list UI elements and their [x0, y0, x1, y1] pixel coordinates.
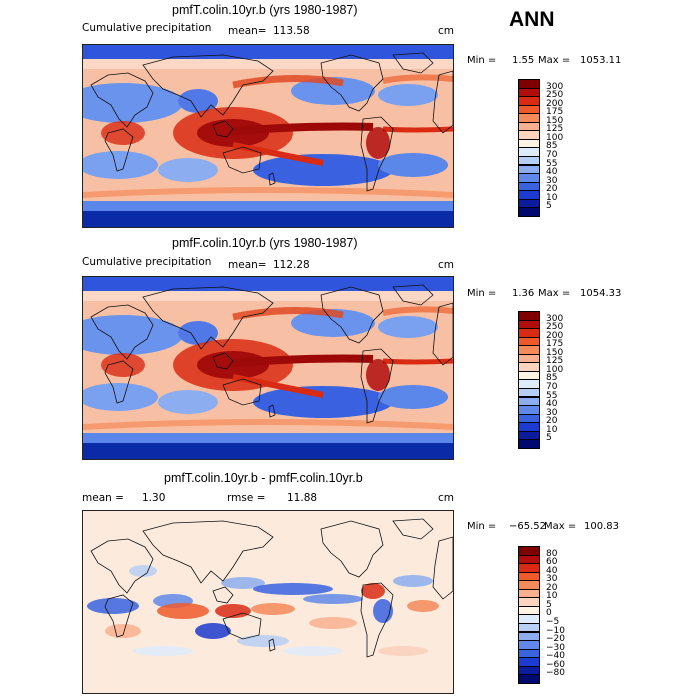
season-label: ANN [509, 8, 555, 31]
diff-colorbar-tick-label: −20 [546, 634, 565, 645]
precip-colorbar-tick-label: 250 [546, 90, 564, 101]
diff-colorbar-tick-label: −30 [546, 642, 565, 653]
diff-colorbar-tick-label: 20 [546, 582, 558, 593]
panel2-max-value: 1054.33 [580, 288, 622, 299]
precip-colorbar-tick-label: 150 [546, 115, 564, 126]
precip-colorbar-tick-label: 55 [546, 390, 558, 401]
panel2-units: cm [438, 259, 455, 271]
precip-colorbar-tick-label: 5 [546, 433, 552, 444]
panel3-max-label: Max = [544, 521, 577, 532]
panel2-subtitle: Cumulative precipitation [82, 256, 212, 268]
panel3-max-value: 100.83 [584, 521, 619, 532]
panel2-title: pmfF.colin.10yr.b (yrs 1980-1987) [172, 236, 358, 250]
precip-colorbar-tick-label: 10 [546, 424, 558, 435]
map-field [83, 511, 453, 693]
panel2-map [82, 276, 454, 460]
diff-colorbar-tick-label: 0 [546, 608, 552, 619]
diff-colorbar-tick-label: 80 [546, 548, 558, 559]
precip-colorbar-tick-label: 85 [546, 373, 558, 384]
panel1-mean-label: mean= [228, 25, 267, 37]
panel1-max-value: 1053.11 [580, 55, 622, 66]
panel1-min-label: Min = [467, 55, 497, 66]
precip-colorbar-tick-label: 55 [546, 158, 558, 169]
panel3-map [82, 510, 454, 694]
panel2-max-label: Max = [538, 288, 571, 299]
precip-colorbar-tick-label: 10 [546, 192, 558, 203]
precip-colorbar-box [518, 207, 540, 217]
panel3-rmse-value: 11.88 [287, 492, 318, 504]
coastlines [90, 518, 453, 658]
precip-colorbar-box [518, 439, 540, 449]
precip-colorbar-tick-label: 175 [546, 339, 564, 350]
panel1-colorbar: 300 250 200 175 150 125 100 85 70 55 40 30 20 10 5 [518, 79, 563, 217]
precip-colorbar-tick-label: 125 [546, 356, 564, 367]
precip-colorbar-tick-label: 175 [546, 107, 564, 118]
precip-colorbar-tick-label: 125 [546, 124, 564, 135]
coastlines [90, 284, 453, 424]
panel1-title: pmfT.colin.10yr.b (yrs 1980-1987) [172, 3, 358, 17]
panel3-rmse-label: rmse = [227, 492, 266, 504]
diff-colorbar-tick-label: −10 [546, 625, 565, 636]
diff-colorbar-tick-label: 10 [546, 591, 558, 602]
diff-colorbar-tick-label: −80 [546, 668, 565, 679]
panel2-min-label: Min = [467, 288, 497, 299]
panel2-min-value: 1.36 [512, 288, 535, 299]
precip-colorbar-tick-label: 100 [546, 132, 564, 143]
panel3-min-value: −65.52 [509, 521, 547, 532]
panel1-map [82, 44, 454, 228]
precip-colorbar-tick-label: 150 [546, 347, 564, 358]
panel2-mean-label: mean= [228, 259, 267, 271]
panel1-units: cm [438, 25, 455, 37]
panel1-max-label: Max = [538, 55, 571, 66]
diff-colorbar-tick-label: −5 [546, 616, 560, 627]
precip-colorbar-tick-label: 30 [546, 175, 558, 186]
map-field [83, 277, 453, 459]
diff-colorbar-tick-label: −60 [546, 659, 565, 670]
panel3-title: pmfT.colin.10yr.b - pmfF.colin.10yr.b [164, 471, 363, 485]
diff-colorbar-box [518, 674, 540, 684]
panel2-colorbar: 300 250 200 175 150 125 100 85 70 55 40 30 20 10 5 [518, 311, 563, 449]
precip-colorbar-tick-label: 30 [546, 407, 558, 418]
precip-colorbar-tick-label: 20 [546, 416, 558, 427]
precip-colorbar-tick-label: 20 [546, 184, 558, 195]
map-field [83, 45, 453, 227]
precip-colorbar-tick-label: 40 [546, 399, 558, 410]
precip-colorbar-tick-label: 70 [546, 381, 558, 392]
panel3-min-label: Min = [467, 521, 497, 532]
diff-colorbar-tick-label: 30 [546, 574, 558, 585]
diff-colorbar-tick-label: 40 [546, 565, 558, 576]
precip-colorbar-tick-label: 300 [546, 81, 564, 92]
diff-colorbar-tick-label: 5 [546, 599, 552, 610]
precip-colorbar-tick-label: 85 [546, 141, 558, 152]
precip-colorbar-tick-label: 40 [546, 167, 558, 178]
panel3-mean-value: 1.30 [142, 492, 166, 504]
panel3-units: cm [438, 492, 455, 504]
diff-colorbar-tick-label: 60 [546, 557, 558, 568]
panel2-mean-value: 112.28 [273, 259, 310, 271]
precip-colorbar-tick-label: 5 [546, 201, 552, 212]
precip-colorbar-tick-label: 70 [546, 149, 558, 160]
coastlines [90, 52, 453, 192]
diff-colorbar-tick-label: −40 [546, 651, 565, 662]
precip-colorbar-tick-label: 300 [546, 313, 564, 324]
panel3-colorbar: 80 60 40 30 20 10 5 0 −5 −10 −20 −30 −40 −60 −80 [518, 546, 565, 684]
precip-colorbar-tick-label: 250 [546, 322, 564, 333]
precip-colorbar-tick-label: 100 [546, 364, 564, 375]
precip-colorbar-tick-label: 200 [546, 330, 564, 341]
panel3-mean-label: mean = [82, 492, 124, 504]
panel1-min-value: 1.55 [512, 55, 535, 66]
precip-colorbar-tick-label: 200 [546, 98, 564, 109]
panel1-mean-value: 113.58 [273, 25, 310, 37]
panel1-subtitle: Cumulative precipitation [82, 22, 212, 34]
